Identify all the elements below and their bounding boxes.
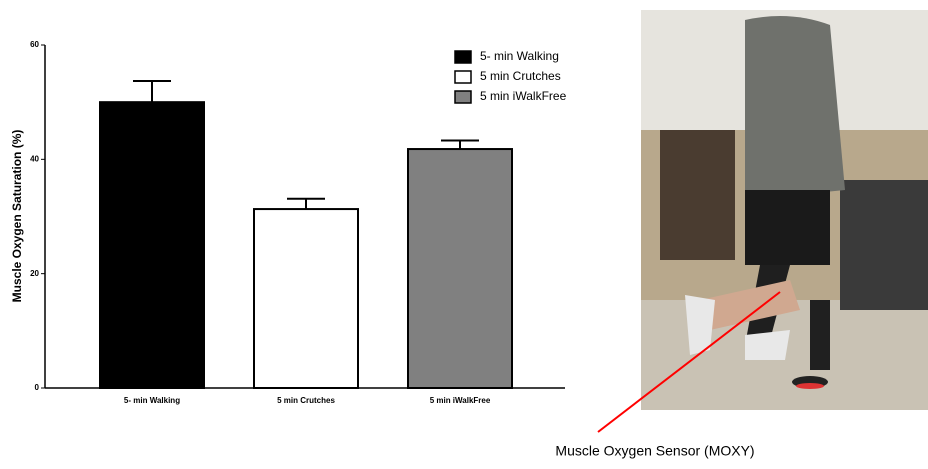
legend-swatch [454, 50, 472, 64]
legend-label: 5 min Crutches [480, 69, 561, 83]
y-tick-label: 60 [30, 40, 39, 49]
x-tick-label: 5 min iWalkFree [430, 396, 491, 405]
legend-label: 5 min iWalkFree [480, 89, 567, 103]
y-tick-label: 40 [30, 154, 39, 163]
legend-swatch [454, 70, 472, 84]
legend-swatch [454, 90, 472, 104]
x-tick-label: 5- min Walking [124, 396, 180, 405]
legend-label: 5- min Walking [480, 49, 559, 63]
y-axis-label: Muscle Oxygen Saturation (%) [10, 130, 24, 303]
bar [407, 148, 513, 389]
annotation: Muscle Oxygen Sensor (MOXY) [555, 443, 754, 459]
y-tick-label: 0 [35, 383, 40, 392]
bar [99, 101, 205, 390]
annotation-arrow [597, 291, 781, 433]
photo [641, 10, 928, 410]
bar [253, 208, 359, 389]
x-tick-label: 5 min Crutches [277, 396, 335, 405]
y-tick-label: 20 [30, 269, 39, 278]
